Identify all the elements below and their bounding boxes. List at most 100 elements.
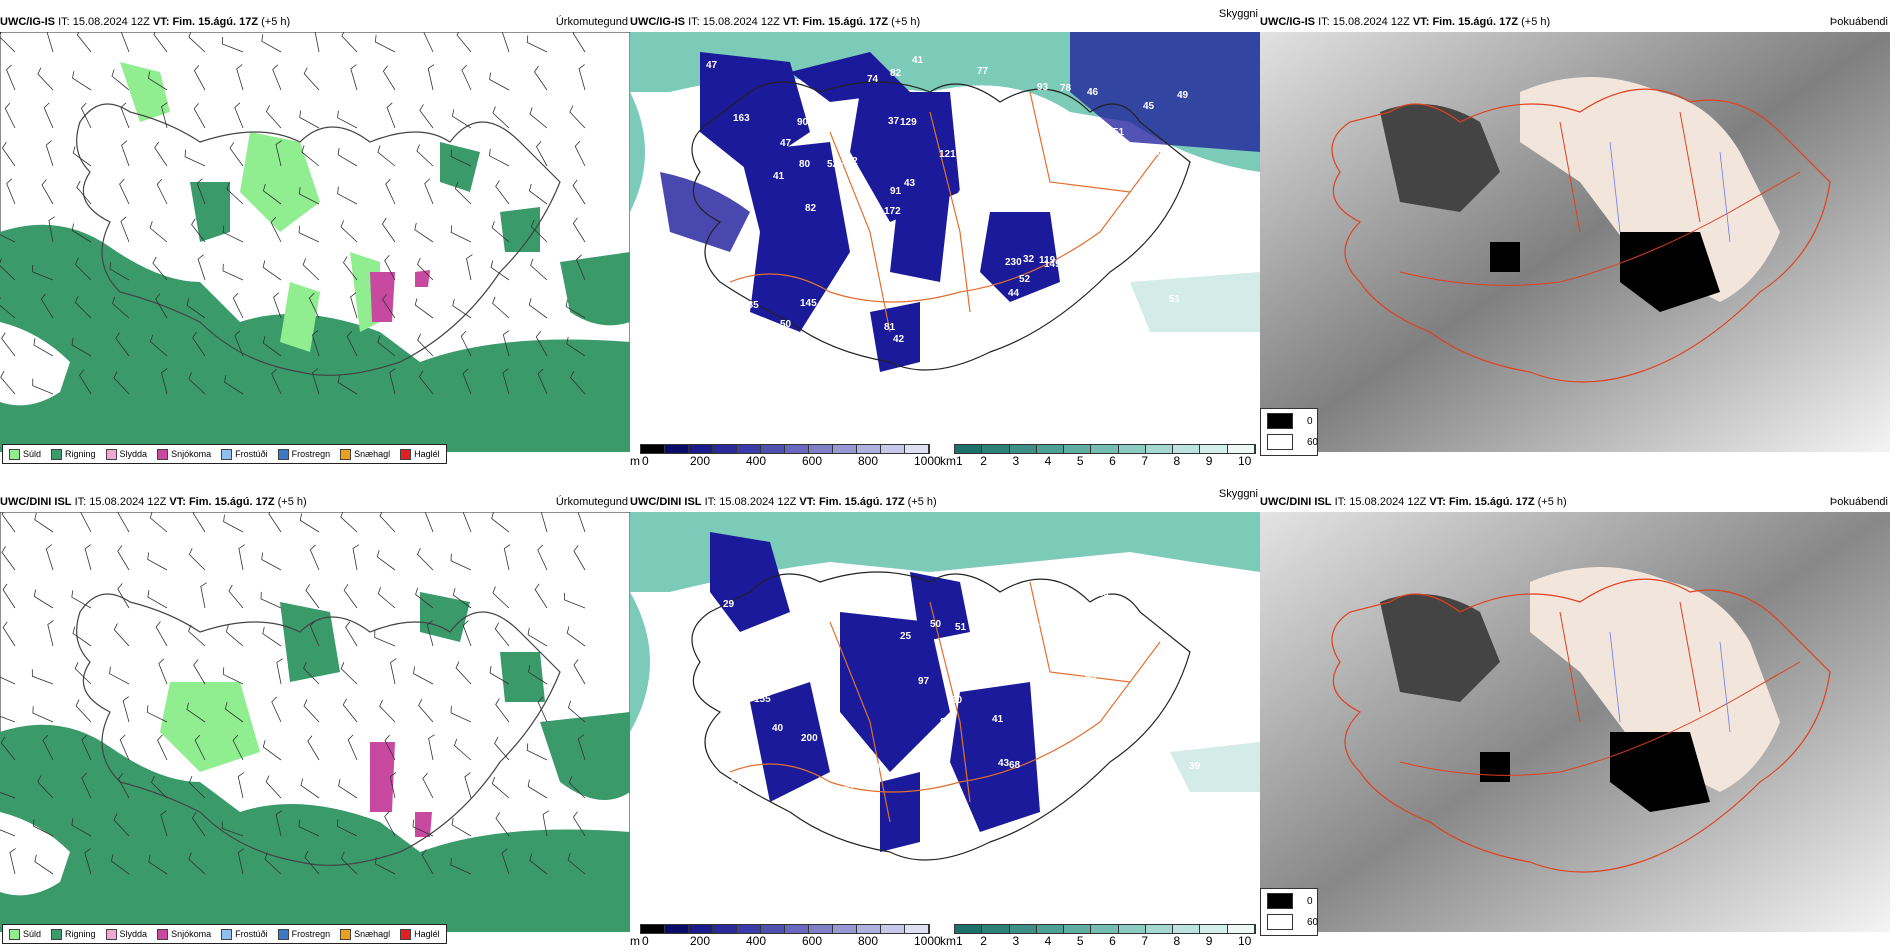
cloud-base-label: 230 xyxy=(1005,257,1022,268)
wind-barb xyxy=(117,512,130,533)
cloud-base-label: 190 xyxy=(1143,147,1160,158)
cloud-base-label: 146 xyxy=(705,352,722,363)
fog-panel-bottom: UWC/DINI ISL IT: 15.08.2024 12Z VT: Fim.… xyxy=(1260,492,1890,952)
wind-barb xyxy=(271,368,282,395)
wind-barb xyxy=(578,64,586,91)
wind-barb xyxy=(194,734,206,761)
wind-barb xyxy=(71,818,92,837)
wind-barb xyxy=(261,34,282,53)
wind-barb xyxy=(149,512,168,533)
vt-value: Fim. 15.ágú. 17Z xyxy=(802,16,889,28)
cloud-base-label: 50 xyxy=(860,795,872,806)
wind-barb xyxy=(154,141,168,167)
cloud-base-label: 51 xyxy=(955,622,967,633)
wind-barb xyxy=(149,221,168,243)
colorbar-tick: 0 xyxy=(642,934,649,948)
legend-label: Slydda xyxy=(119,929,148,939)
wind-barb xyxy=(385,178,396,205)
wind-barb xyxy=(193,103,206,129)
wind-barb xyxy=(111,69,130,91)
cloud-base-label: 32 xyxy=(1023,254,1035,265)
cloud-base-label: 155 xyxy=(754,694,771,705)
wind-barb xyxy=(119,178,130,205)
wind-barb xyxy=(494,622,510,647)
wind-barb xyxy=(72,146,92,167)
cloud-base-label: 50 xyxy=(951,695,963,706)
wind-barb xyxy=(576,254,586,281)
legend-label: Haglél xyxy=(414,929,440,939)
fog-map xyxy=(1260,512,1890,932)
wind-barb xyxy=(226,182,244,205)
wind-barb xyxy=(303,661,320,685)
wind-barb xyxy=(338,779,358,799)
cloud-base-label: 52 xyxy=(1029,622,1041,633)
colorbar-tick: 400 xyxy=(746,454,767,468)
cloud-base-label: 43 xyxy=(1085,671,1097,682)
panel-title: Skyggni xyxy=(1218,488,1258,500)
precip-legend: Súld Rigning Slydda Snjókoma Frostúði Frostre… xyxy=(2,444,447,464)
wind-barb xyxy=(462,620,472,647)
wind-barb xyxy=(528,183,548,205)
wind-barb xyxy=(1,332,16,357)
it-label: IT: xyxy=(1334,496,1347,508)
wind-barb xyxy=(0,297,16,319)
wind-barb xyxy=(340,662,358,685)
wind-barb xyxy=(84,544,92,571)
wind-barb xyxy=(502,330,510,357)
model-name: UWC/DINI ISL xyxy=(1260,496,1332,508)
cloud-base-label: 45 xyxy=(749,390,761,401)
wind-barb xyxy=(570,371,586,395)
colorbar-tick: 0 xyxy=(642,454,649,468)
wind-barb xyxy=(4,102,16,129)
wind-barb xyxy=(495,180,510,205)
wind-barb xyxy=(146,705,168,723)
fog-panel-top: UWC/IG-IS IT: 15.08.2024 12Z VT: Fim. 15… xyxy=(1260,12,1890,472)
cloud-base-label: 113 xyxy=(1094,366,1111,377)
cloud-base-label: 146 xyxy=(1060,629,1077,640)
wind-barb xyxy=(427,64,435,91)
cloud-base-label: 200 xyxy=(801,733,818,744)
cloud-base-label: 70 xyxy=(995,333,1007,344)
wind-barb xyxy=(526,743,548,761)
wind-barb xyxy=(502,368,510,395)
precip-panel-bottom: UWC/DINI ISL IT: 15.08.2024 12Z VT: Fim.… xyxy=(0,492,630,952)
wind-barb xyxy=(45,544,54,571)
wind-barb xyxy=(413,666,434,685)
colorbar-unit: km xyxy=(940,934,956,948)
wind-barb xyxy=(84,848,92,875)
legend-label: Snjókoma xyxy=(171,929,212,939)
cloud-base-label: 50 xyxy=(930,619,942,630)
wind-barb xyxy=(184,149,206,167)
cloud-base-label: 47 xyxy=(780,138,792,149)
wind-barb xyxy=(569,105,586,129)
wind-barb xyxy=(304,850,320,875)
wind-barb xyxy=(490,260,510,281)
wind-barb xyxy=(222,225,244,243)
wind-barb xyxy=(573,659,586,685)
wind-barb xyxy=(337,186,358,205)
wind-barb xyxy=(462,368,472,395)
wind-barb xyxy=(0,234,16,243)
wind-barb xyxy=(236,64,244,91)
wind-barb xyxy=(350,292,358,319)
wind-barb xyxy=(261,552,282,571)
wind-barb xyxy=(565,299,586,319)
wind-barb xyxy=(275,810,283,837)
wind-barb xyxy=(503,544,511,571)
colorbar-tick: 200 xyxy=(690,934,711,948)
colorbar-tick: 3 xyxy=(1012,934,1020,948)
wind-barb xyxy=(155,293,168,319)
legend-label: Frostregn xyxy=(291,449,331,459)
legend-label: Snjókoma xyxy=(171,449,212,459)
legend-swatch xyxy=(105,448,117,460)
cloud-base-label: 152 xyxy=(1128,560,1145,571)
cloud-base-label: 29 xyxy=(723,599,735,610)
wind-barb xyxy=(376,550,396,571)
wind-barb xyxy=(147,590,168,609)
wind-barb xyxy=(186,702,206,723)
wind-barb xyxy=(417,547,434,571)
vt-value: Fim. 15.ágú. 17Z xyxy=(1448,496,1535,508)
wind-barb xyxy=(222,667,244,685)
wind-barb xyxy=(40,293,54,319)
wind-barb xyxy=(229,142,244,167)
